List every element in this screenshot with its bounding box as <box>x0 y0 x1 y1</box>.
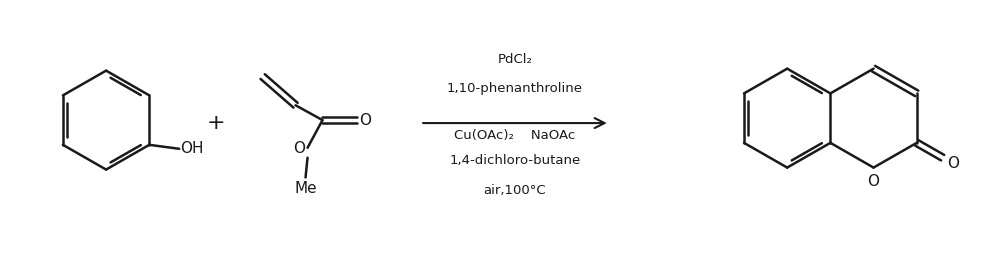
Text: O: O <box>868 174 880 189</box>
Text: air,100°C: air,100°C <box>484 184 546 197</box>
Text: Cu(OAc)₂    NaOAc: Cu(OAc)₂ NaOAc <box>454 129 576 142</box>
Text: OH: OH <box>180 141 204 156</box>
Text: PdCl₂: PdCl₂ <box>498 53 532 66</box>
Text: O: O <box>947 156 959 171</box>
Text: 1,4-dichloro-butane: 1,4-dichloro-butane <box>449 154 581 167</box>
Text: +: + <box>206 113 225 133</box>
Text: 1,10-phenanthroline: 1,10-phenanthroline <box>447 82 583 95</box>
Text: O: O <box>359 112 371 128</box>
Text: O: O <box>294 141 306 156</box>
Text: Me: Me <box>294 181 317 196</box>
